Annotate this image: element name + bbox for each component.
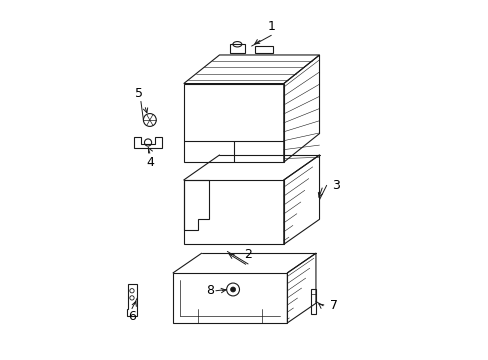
Text: 5: 5 xyxy=(135,87,143,100)
Circle shape xyxy=(230,287,235,292)
Text: 2: 2 xyxy=(244,248,251,261)
Text: 6: 6 xyxy=(128,310,136,323)
Text: 4: 4 xyxy=(145,156,153,169)
Text: 1: 1 xyxy=(267,20,275,33)
Text: 7: 7 xyxy=(329,299,338,312)
Text: 8: 8 xyxy=(206,284,214,297)
Text: 3: 3 xyxy=(331,179,339,192)
